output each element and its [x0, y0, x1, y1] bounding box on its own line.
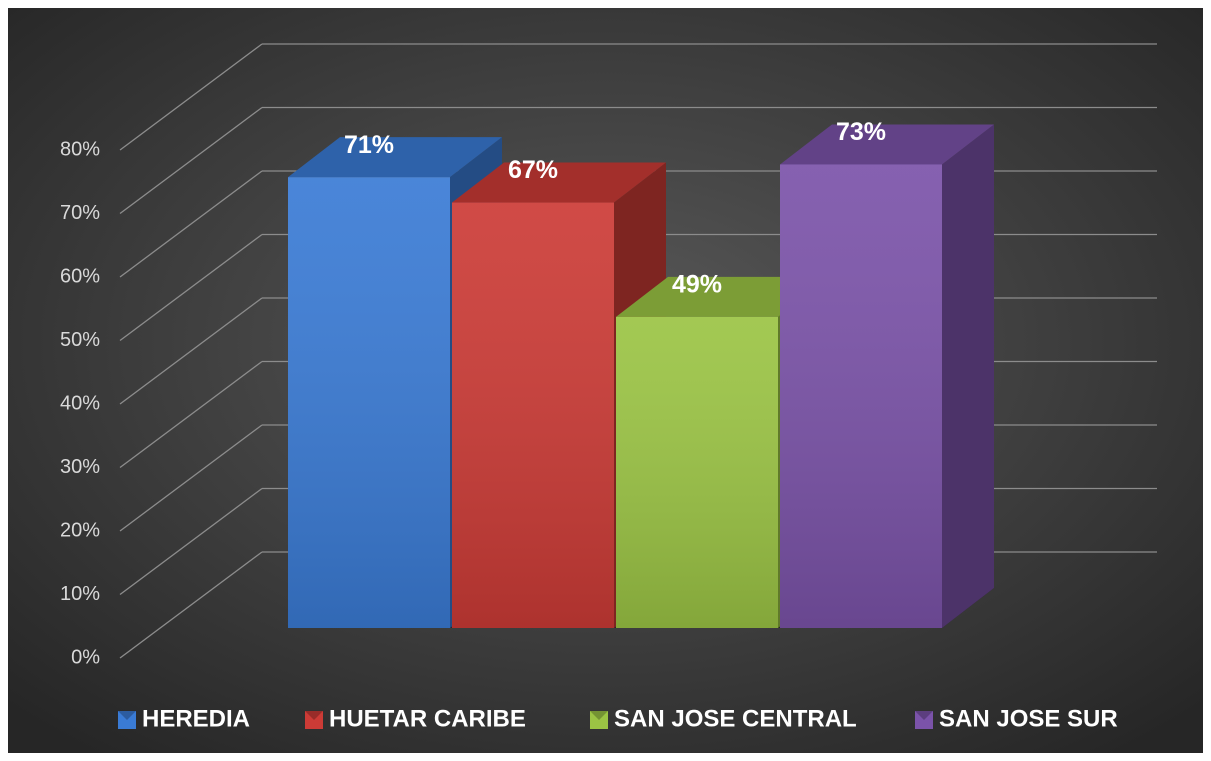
grid-line: [119, 297, 263, 405]
legend-swatch-top: [118, 711, 136, 720]
y-tick-label: 0%: [71, 646, 100, 668]
bar-shine: [616, 316, 778, 628]
bar-shine: [452, 202, 614, 629]
legend-swatch-top: [305, 711, 323, 720]
grid-line: [119, 551, 263, 659]
y-tick-label: 30%: [60, 456, 100, 478]
y-tick-label: 60%: [60, 265, 100, 287]
bar-top: [452, 162, 666, 203]
bar-top: [616, 276, 830, 317]
y-tick-label: 10%: [60, 583, 100, 605]
y-tick-label: 80%: [60, 138, 100, 160]
legend-swatch-top: [590, 711, 608, 720]
bar-side: [942, 124, 994, 628]
y-tick-label: 50%: [60, 329, 100, 351]
y-tick-label: 20%: [60, 519, 100, 541]
y-tick-label: 40%: [60, 392, 100, 414]
bar-top: [288, 137, 502, 178]
y-tick-label: 70%: [60, 202, 100, 224]
bar-shine: [288, 177, 450, 628]
grid-line: [119, 106, 263, 215]
legend-label: SAN JOSE CENTRAL: [614, 705, 857, 732]
legend-label: SAN JOSE SUR: [939, 705, 1118, 732]
data-label: 67%: [508, 156, 558, 184]
grid-line: [119, 170, 263, 278]
grid-line: [119, 43, 263, 151]
grid-line: [119, 424, 263, 532]
legend-label: HEREDIA: [142, 705, 250, 732]
data-label: 73%: [836, 118, 886, 146]
bar-shine: [780, 164, 942, 628]
bar-group: [780, 124, 994, 628]
bar-top: [780, 124, 994, 165]
legend-swatch-top: [915, 711, 933, 720]
legend-label: HUETAR CARIBE: [329, 705, 526, 732]
bar-group: [616, 276, 830, 628]
grid-line: [119, 233, 263, 342]
grid-line: [119, 487, 263, 596]
grid-line: [119, 360, 263, 469]
data-label: 71%: [344, 131, 394, 159]
data-label: 49%: [672, 270, 722, 298]
